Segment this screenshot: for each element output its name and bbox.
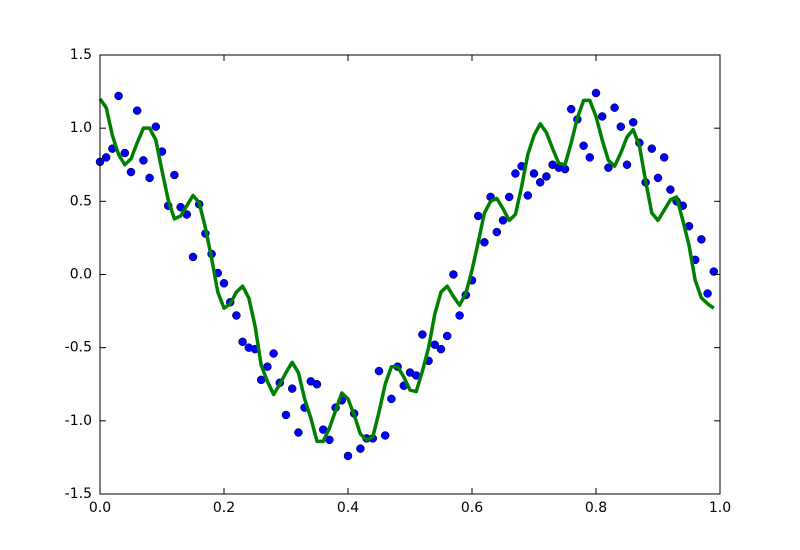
scatter-point bbox=[170, 170, 179, 180]
scatter-point bbox=[455, 311, 464, 320]
scatter-point bbox=[120, 148, 130, 158]
y-tick-label: 1.5 bbox=[70, 47, 92, 63]
marks bbox=[95, 88, 719, 461]
scatter-point bbox=[498, 216, 508, 225]
y-tick-label: 0.5 bbox=[70, 193, 92, 209]
scatter-point bbox=[139, 156, 148, 165]
scatter-point bbox=[604, 163, 613, 172]
scatter-point bbox=[504, 192, 514, 202]
plot-area bbox=[100, 55, 720, 494]
scatter-point bbox=[101, 153, 111, 162]
scatter-point bbox=[132, 106, 142, 115]
scatter-point bbox=[591, 88, 601, 98]
scatter-point bbox=[666, 185, 675, 194]
scatter-point bbox=[542, 172, 551, 181]
scatter-point bbox=[374, 366, 384, 376]
scatter-point bbox=[653, 173, 663, 183]
scatter-point bbox=[436, 344, 446, 354]
y-tick-label: 1.0 bbox=[70, 120, 92, 136]
x-tick-label: 0.6 bbox=[461, 500, 483, 516]
y-tick-label: -1.0 bbox=[65, 413, 92, 429]
y-tick-label: 0.0 bbox=[70, 267, 92, 283]
scatter-point bbox=[343, 451, 353, 461]
scatter-point bbox=[616, 122, 626, 131]
scatter-point bbox=[703, 289, 712, 298]
x-tick-label: 0.0 bbox=[89, 500, 111, 516]
scatter-point bbox=[442, 331, 452, 341]
scatter-point bbox=[151, 122, 161, 131]
scatter-point bbox=[697, 235, 706, 244]
scatter-point bbox=[232, 311, 241, 320]
scatter-point bbox=[269, 349, 278, 358]
scatter-point bbox=[579, 141, 588, 150]
scatter-point bbox=[449, 270, 458, 279]
scatter-point bbox=[480, 238, 489, 247]
scatter-point bbox=[114, 91, 123, 101]
scatter-point bbox=[647, 144, 657, 153]
scatter-point bbox=[387, 394, 396, 404]
scatter-point bbox=[294, 428, 303, 437]
scatter-point bbox=[238, 337, 247, 347]
scatter-point bbox=[492, 227, 502, 237]
x-tick-label: 0.4 bbox=[337, 500, 359, 516]
x-tick-label: 1.0 bbox=[709, 500, 731, 516]
scatter-point bbox=[281, 410, 291, 420]
y-tick-label: -0.5 bbox=[65, 340, 92, 356]
scatter-point bbox=[523, 191, 533, 200]
scatter-point bbox=[709, 267, 719, 276]
scatter-point bbox=[628, 118, 638, 127]
scatter-point bbox=[126, 167, 136, 177]
scatter-point bbox=[535, 178, 545, 187]
scatter-point bbox=[585, 153, 595, 162]
scatter-point bbox=[145, 173, 154, 183]
x-tick-label: 0.2 bbox=[213, 500, 235, 516]
scatter-point bbox=[529, 169, 539, 178]
scatter-point bbox=[418, 330, 427, 339]
scatter-point bbox=[287, 384, 297, 393]
scatter-point bbox=[597, 112, 607, 121]
scatter-point bbox=[312, 380, 322, 389]
scatter-point bbox=[610, 103, 619, 112]
scatter-point bbox=[566, 104, 576, 114]
scatter-point bbox=[473, 211, 483, 221]
scatter-point bbox=[659, 153, 669, 162]
scatter-point bbox=[622, 160, 632, 169]
scatter-point bbox=[511, 169, 520, 178]
scatter-point bbox=[188, 252, 198, 262]
scatter-point bbox=[380, 431, 390, 440]
scatter-point bbox=[219, 279, 229, 288]
scatter-point bbox=[356, 444, 365, 453]
y-tick-label: -1.5 bbox=[65, 486, 92, 502]
x-tick-label: 0.8 bbox=[585, 500, 607, 516]
line-series bbox=[98, 97, 715, 444]
